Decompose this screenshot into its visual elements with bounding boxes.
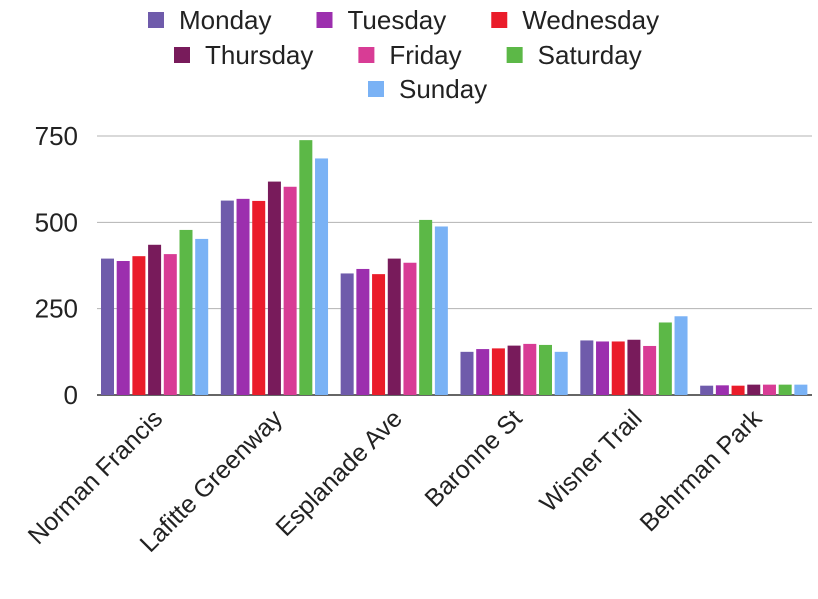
legend-swatch [368,81,384,97]
legend-item: Monday [148,5,272,35]
bar [554,351,568,395]
legend-swatch [316,12,333,28]
bar [715,385,729,395]
bar [700,385,714,395]
bar [179,229,193,395]
legend-item: Tuesday [316,5,447,35]
legend-label: Sunday [399,74,487,104]
legend-item: Saturday [506,40,642,70]
bar [778,384,792,395]
bar [611,341,625,395]
bar [794,384,808,395]
y-tick-label: 500 [35,207,78,237]
bar [476,349,490,395]
legend-label: Tuesday [348,5,447,35]
y-tick-label: 0 [64,380,78,410]
legend-swatch [174,47,190,63]
bar [195,238,209,395]
gridlines [97,135,812,396]
legend-label: Wednesday [522,5,659,35]
bar-group [460,343,568,395]
bar [315,158,329,395]
legend-swatch [148,12,164,28]
bar [491,348,505,395]
y-axis: 0 250 500 750 [35,121,78,410]
legend-swatch [358,47,375,63]
bar [523,343,537,395]
bar [132,256,146,395]
x-tick-label: Behrman Park [635,404,768,537]
bar [460,351,474,395]
bar [762,384,776,395]
legend-item: Wednesday [491,5,659,35]
bar [403,262,417,395]
legend-item: Sunday [368,74,487,104]
bar [507,345,521,395]
legend-swatch [506,47,523,63]
x-tick-label: Esplanade Ave [270,404,407,541]
y-tick-label: 250 [35,294,78,324]
legend-item: Thursday [174,40,313,70]
legend-swatch [491,12,508,28]
bar [539,344,552,395]
legend: Monday Tuesday Wednesday Thursday Friday Satu… [148,5,659,104]
bar [643,345,657,395]
bar [580,340,594,395]
bar-group [101,229,209,395]
bar [596,341,610,395]
bar [674,316,688,395]
legend-item: Friday [358,40,462,70]
bar-group [700,384,808,395]
bar [101,258,114,395]
legend-label: Monday [179,5,272,35]
bar [731,385,745,395]
bar [340,273,354,395]
bar-group [340,219,448,395]
bar [747,384,761,395]
bar [116,261,130,395]
bar [372,274,386,395]
legend-label: Friday [389,40,461,70]
bar [252,200,266,395]
legend-label: Thursday [205,40,313,70]
bar-group [580,316,688,395]
bar [267,181,281,395]
bar [283,186,297,395]
bar [434,226,448,395]
bar [236,198,250,395]
bar [356,268,370,395]
bar [163,254,177,395]
legend-label: Saturday [538,40,642,70]
bar [148,244,162,395]
y-tick-label: 750 [35,121,78,151]
bar-group [220,140,329,395]
bar [658,322,672,395]
bar [299,140,313,395]
bar [419,219,433,395]
bar [387,258,401,395]
bar [627,339,641,395]
x-tick-label: Baronne St [419,404,527,512]
bar [220,200,234,395]
x-tick-label: Wisner Trail [534,404,647,517]
bars [101,140,808,395]
